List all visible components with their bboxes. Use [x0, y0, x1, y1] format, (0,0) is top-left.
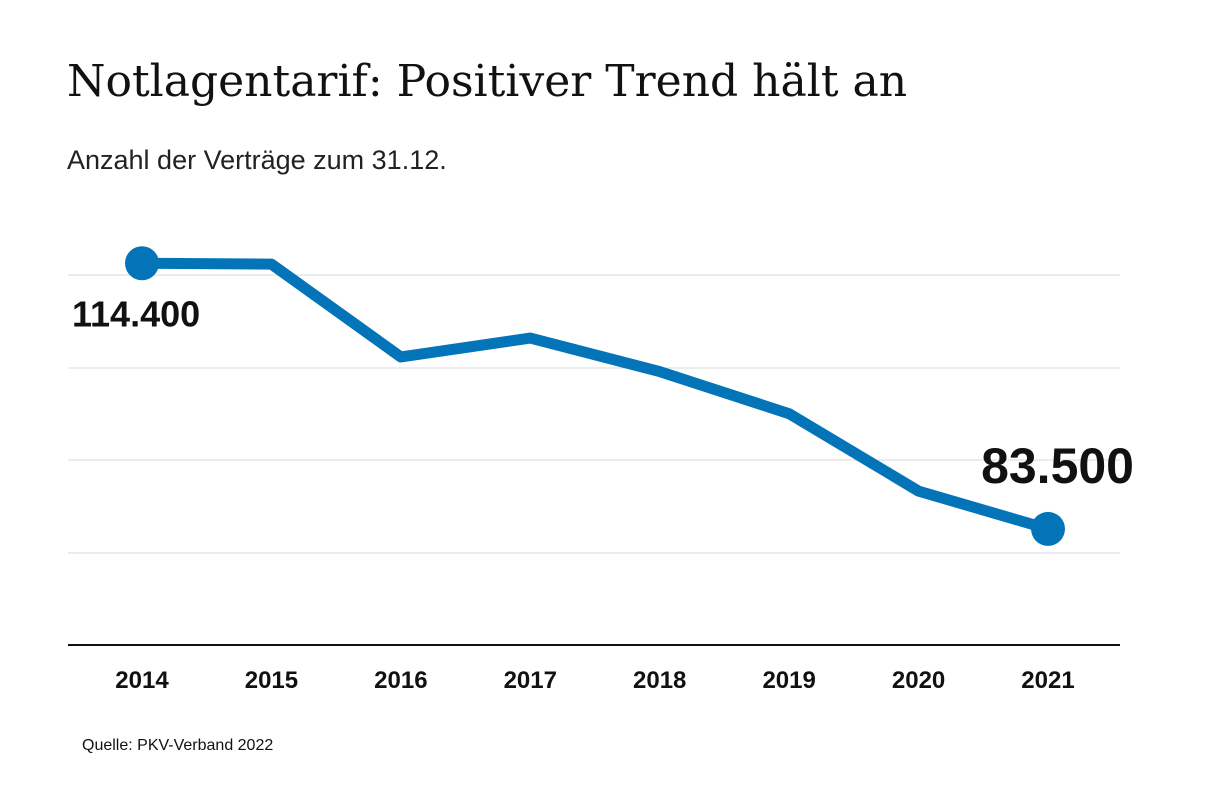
endpoint-marker — [125, 246, 159, 281]
x-axis: 2014 2015 2016 2017 2018 2019 2020 2021 — [68, 644, 1120, 694]
x-tick-label: 2015 — [245, 667, 298, 694]
x-tick-label: 2021 — [1021, 667, 1074, 694]
data-label: 83.500 — [981, 438, 1134, 494]
x-tick-label: 2016 — [374, 667, 427, 694]
series-line — [136, 257, 1054, 535]
x-tick-label: 2018 — [633, 667, 686, 694]
x-tick-label: 2017 — [504, 667, 557, 694]
data-labels: 114.400 83.500 — [72, 293, 1134, 494]
chart-subtitle: Anzahl der Verträge zum 31.12. — [67, 145, 447, 175]
gridlines — [68, 274, 1120, 554]
x-tick-label: 2020 — [892, 667, 945, 694]
chart-title: Notlagentarif: Positiver Trend hält an — [67, 56, 908, 107]
data-label: 114.400 — [72, 293, 200, 334]
endpoint-marker — [1031, 511, 1065, 546]
series — [125, 246, 1065, 546]
x-tick-label: 2014 — [115, 667, 169, 694]
source-note: Quelle: PKV-Verband 2022 — [82, 737, 274, 754]
x-tick-label: 2019 — [762, 667, 815, 694]
